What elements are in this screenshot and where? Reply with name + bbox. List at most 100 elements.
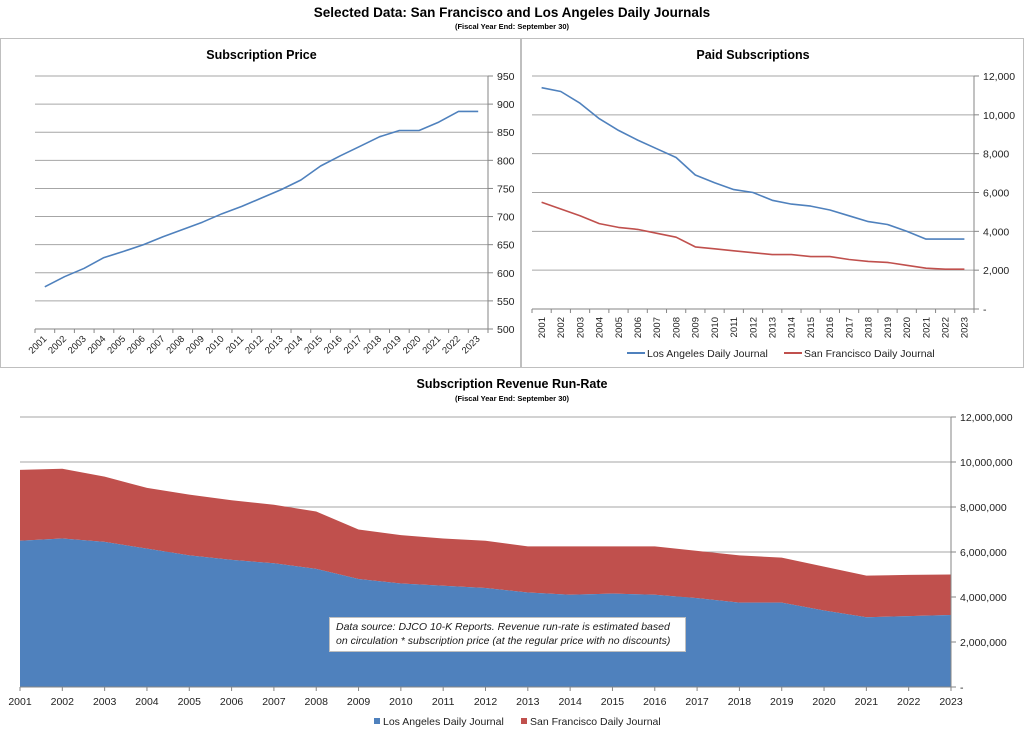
series-line-los-angeles-daily-journal: [541, 86, 965, 240]
x-tick-label: 2001: [27, 334, 50, 357]
x-tick-label: 2017: [685, 696, 709, 708]
x-tick-label: 2007: [652, 317, 663, 338]
x-tick-label: 2016: [643, 696, 667, 708]
y-tick-label: 12,000: [983, 71, 1015, 83]
revenue-chart-subtitle: (Fiscal Year End: September 30): [454, 394, 570, 403]
x-tick-label: 2009: [347, 696, 371, 708]
x-tick-label: 2008: [305, 696, 329, 708]
x-tick-label: 2006: [125, 334, 148, 357]
legend-label: Los Angeles Daily Journal: [383, 716, 504, 728]
y-tick-label: 6,000,000: [960, 547, 1007, 559]
x-tick-label: 2006: [220, 696, 244, 708]
x-tick-label: 2020: [902, 317, 913, 338]
x-tick-label: 2023: [960, 317, 971, 338]
x-tick-label: 2019: [883, 317, 894, 338]
x-tick-label: 2014: [558, 696, 582, 708]
x-tick-label: 2009: [691, 317, 702, 338]
y-tick-label: 700: [497, 212, 515, 224]
y-tick-label: 12,000,000: [960, 412, 1013, 424]
x-tick-label: 2020: [401, 334, 424, 357]
y-tick-label: 8,000: [983, 149, 1009, 161]
x-tick-label: 2014: [283, 334, 306, 357]
x-tick-label: 2007: [262, 696, 286, 708]
legend-label: San Francisco Daily Journal: [530, 716, 661, 728]
legend-swatch: [521, 718, 527, 724]
x-tick-label: 2018: [728, 696, 752, 708]
x-tick-label: 2018: [864, 317, 875, 338]
x-tick-label: 2019: [381, 334, 404, 357]
y-tick-label: 4,000,000: [960, 592, 1007, 604]
subscription-price-panel: Subscription Price 500 550 600 650 700 750 800 8…: [0, 38, 521, 368]
x-tick-label: 2005: [178, 696, 202, 708]
x-tick-label: 2010: [204, 334, 227, 357]
x-tick-label: 2016: [322, 334, 345, 357]
x-tick-label: 2022: [940, 317, 951, 338]
revenue-chart-title: Subscription Revenue Run-Rate: [416, 377, 608, 391]
x-tick-label: 2020: [812, 696, 836, 708]
legend-swatch: [374, 718, 380, 724]
x-tick-label: 2017: [844, 317, 855, 338]
y-tick-label: 10,000: [983, 110, 1015, 122]
area-san-francisco-daily-journal: [20, 468, 951, 618]
x-tick-label: 2022: [897, 696, 921, 708]
x-tick-label: 2017: [342, 334, 365, 357]
x-tick-label: 2012: [474, 696, 498, 708]
x-tick-label: 2013: [263, 334, 286, 357]
page-subtitle: (Fiscal Year End: September 30): [454, 22, 570, 31]
x-tick-label: 2015: [601, 696, 625, 708]
x-tick-label: 2010: [710, 317, 721, 338]
chart-title: Paid Subscriptions: [696, 48, 809, 62]
y-tick-label: 800: [497, 155, 515, 167]
x-tick-label: 2004: [86, 334, 109, 357]
x-tick-label: 2004: [135, 696, 159, 708]
series-line-san-francisco-daily-journal: [541, 201, 965, 270]
x-tick-label: 2008: [671, 317, 682, 338]
x-tick-label: 2012: [243, 334, 266, 357]
x-tick-label: 2015: [302, 334, 325, 357]
x-tick-label: 2001: [8, 696, 32, 708]
x-tick-label: 2009: [184, 334, 207, 357]
x-tick-label: 2005: [105, 334, 128, 357]
revenue-run-rate-chart: - 2,000,000 4,000,000 6,000,000 8,000,000 10,…: [8, 412, 1013, 728]
x-tick-label: 2011: [729, 317, 740, 337]
legend-label: San Francisco Daily Journal: [804, 348, 935, 360]
x-tick-label: 2007: [145, 334, 168, 357]
y-tick-label: 8,000,000: [960, 502, 1007, 514]
y-tick-label: 2,000,000: [960, 637, 1007, 649]
x-tick-label: 2015: [806, 317, 817, 338]
x-tick-label: 2003: [575, 317, 586, 338]
y-tick-label: 2,000: [983, 265, 1009, 277]
x-tick-label: 2013: [768, 317, 779, 338]
x-tick-label: 2005: [614, 317, 625, 338]
area-los-angeles-daily-journal: [20, 538, 951, 687]
series-line-subscription-price: [44, 110, 479, 288]
x-tick-label: 2010: [389, 696, 413, 708]
x-tick-label: 2003: [93, 696, 117, 708]
y-tick-label: 650: [497, 240, 515, 252]
y-tick-label: 600: [497, 268, 515, 280]
x-tick-label: 2002: [46, 334, 69, 357]
x-tick-label: 2023: [460, 334, 483, 357]
x-tick-label: 2013: [516, 696, 540, 708]
legend-label: Los Angeles Daily Journal: [647, 348, 768, 360]
y-tick-label: 10,000,000: [960, 457, 1013, 469]
paid-subscriptions-chart: Paid Subscriptions - 2,000 4,000 6,000 8,000 1…: [531, 48, 1015, 360]
x-tick-label: 2014: [787, 317, 798, 338]
x-tick-label: 2011: [432, 696, 455, 708]
x-tick-label: 2003: [66, 334, 89, 357]
x-tick-label: 2001: [537, 317, 548, 338]
subscription-price-chart: Subscription Price 500 550 600 650 700 750 800 8…: [27, 48, 515, 357]
y-tick-label: -: [983, 304, 987, 316]
y-tick-label: 900: [497, 99, 515, 111]
y-tick-label: 850: [497, 127, 515, 139]
x-tick-label: 2011: [224, 334, 246, 356]
x-tick-label: 2002: [556, 317, 567, 338]
x-tick-label: 2023: [939, 696, 963, 708]
y-tick-label: 550: [497, 296, 515, 308]
x-tick-label: 2019: [770, 696, 794, 708]
data-source-note: Data source: DJCO 10-K Reports. Revenue …: [329, 617, 686, 652]
x-tick-label: 2002: [51, 696, 75, 708]
x-tick-label: 2018: [361, 334, 384, 357]
paid-subscriptions-panel: Paid Subscriptions - 2,000 4,000 6,000 8,000 1…: [521, 38, 1024, 368]
y-tick-label: 750: [497, 183, 515, 195]
